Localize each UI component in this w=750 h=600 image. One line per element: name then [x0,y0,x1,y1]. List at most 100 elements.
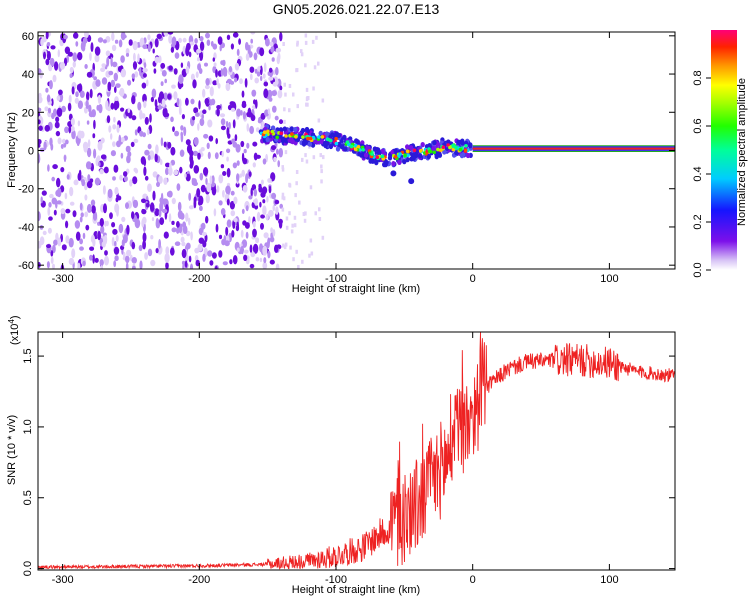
noise-speckle [52,108,58,117]
noise-speckle [38,107,42,112]
noise-speckle [200,184,206,193]
noise-speckle [106,115,111,124]
signal-point [375,147,381,153]
noise-speckle [225,82,231,92]
noise-speckle [303,218,307,223]
noise-speckle [199,152,204,158]
noise-speckle [49,193,54,199]
noise-speckle [207,151,211,160]
noise-speckle [158,175,163,184]
noise-speckle [253,99,256,105]
noise-speckle [304,40,308,45]
noise-speckle [321,235,325,240]
noise-speckle [288,211,291,216]
noise-speckle [188,255,192,263]
noise-speckle [155,144,159,155]
snr-series-line [38,332,675,570]
noise-speckle [145,202,150,208]
noise-speckle [254,68,258,74]
noise-speckle [108,70,114,76]
noise-speckle [81,179,86,187]
noise-speckle [174,52,180,59]
signal-point [355,139,360,145]
noise-speckle [284,242,288,247]
signal-peak [345,140,350,144]
noise-speckle [190,73,195,81]
noise-speckle [70,125,75,132]
signal-peak [451,147,456,152]
noise-speckle [263,232,269,239]
noise-speckle [115,234,119,242]
noise-speckle [245,173,249,184]
spectrogram-ytick-label: -60 [18,260,34,272]
noise-speckle [275,47,282,53]
noise-speckle [110,133,113,140]
noise-speckle [202,253,206,262]
noise-speckle [283,82,286,87]
spectrogram-xtick-label: -100 [325,273,347,285]
noise-speckle [196,48,202,54]
noise-speckle [60,208,66,215]
noise-speckle [129,179,133,187]
noise-speckle [199,118,205,127]
signal-peak [361,148,366,152]
snr-ytick-label: 1.0 [22,419,34,434]
colorbar-axes: 0.0 0.2 0.4 0.6 0.8 [692,70,711,278]
noise-speckle [176,97,180,107]
noise-speckle [115,100,120,109]
noise-speckle [160,192,164,203]
signal-peak [441,145,446,149]
noise-speckle [59,61,66,70]
noise-speckle [249,244,253,253]
noise-speckle [51,197,57,205]
snr-xtick-label: 100 [600,574,618,586]
noise-speckle [139,37,145,48]
noise-speckle [320,164,323,169]
signal-peak [458,147,463,152]
signal-point [460,140,465,146]
noise-speckle [188,217,191,226]
noise-speckle [49,80,53,90]
noise-speckle [167,141,172,149]
noise-speckle [61,138,66,144]
noise-speckle [47,164,50,172]
noise-speckle [225,226,229,236]
signal-point [442,149,447,155]
noise-speckle [268,185,272,194]
noise-speckle [304,63,307,68]
noise-speckle [288,84,292,88]
signal-point [418,153,423,159]
noise-speckle [279,32,283,42]
noise-speckle [271,57,275,62]
signal-point [300,127,306,134]
noise-speckle [142,68,148,73]
noise-speckle [205,177,208,185]
noise-speckle [139,260,143,269]
noise-speckle [147,248,153,257]
noise-speckle [212,57,215,62]
snr-ytick-label: 0.5 [22,490,34,505]
signal-point [454,150,459,156]
noise-speckle [252,229,257,238]
snr-plot-area [38,332,675,570]
noise-speckle [268,76,274,81]
noise-speckle [225,120,229,128]
noise-speckle [205,78,210,86]
noise-speckle [219,44,222,52]
noise-speckle [97,94,101,104]
signal-peak [301,135,305,139]
noise-speckle [192,150,199,157]
noise-speckle [57,137,62,145]
noise-speckle [53,239,58,246]
noise-speckle [311,39,315,44]
spectrogram-ytick-label: 0 [28,146,34,158]
noise-speckle [220,164,225,169]
noise-speckle [163,141,167,148]
noise-speckle [154,153,158,163]
signal-peak [328,138,333,143]
noise-speckle [230,190,235,196]
signal-point [393,148,398,154]
noise-speckle [55,130,61,137]
noise-speckle [52,164,58,170]
noise-speckle [193,165,200,174]
